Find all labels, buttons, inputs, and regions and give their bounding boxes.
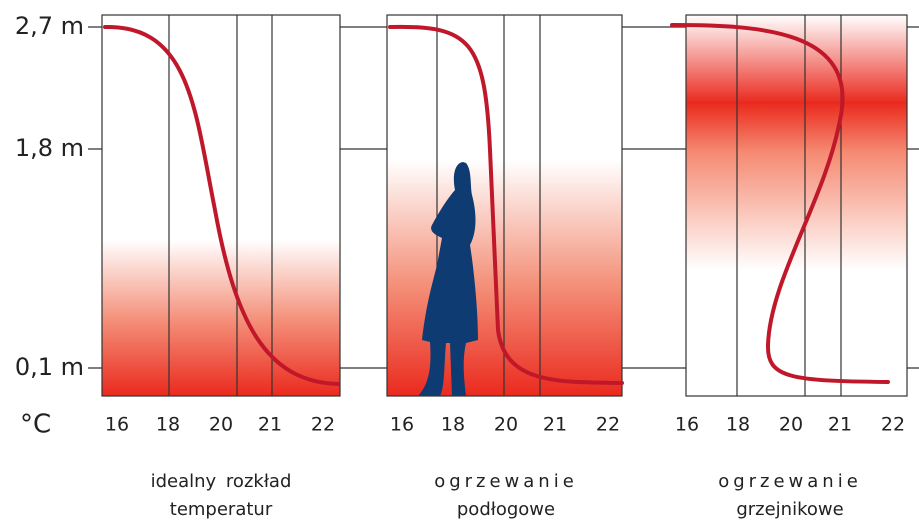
x-label: 16 — [105, 414, 129, 436]
diagram: 2,7 m 1,8 m 0,1 m °C 16 18 20 21 22 16 18 20 21 2… — [0, 0, 919, 524]
x-label: 18 — [441, 414, 465, 436]
panel-fill — [686, 15, 907, 396]
x-label: 18 — [726, 414, 750, 436]
unit-label: °C — [20, 410, 51, 440]
caption: ogrzewanie — [434, 471, 578, 492]
caption: ogrzewanie — [718, 471, 862, 492]
y-label: 1,8 m — [15, 134, 84, 162]
caption: grzejnikowe — [736, 499, 843, 520]
x-label: 22 — [596, 414, 620, 436]
x-label: 21 — [828, 414, 852, 436]
x-label: 18 — [156, 414, 180, 436]
x-label: 22 — [881, 414, 905, 436]
panel — [102, 15, 340, 396]
y-label: 0,1 m — [15, 353, 84, 381]
caption: podłogowe — [457, 499, 555, 520]
x-label: 20 — [209, 414, 233, 436]
y-label: 2,7 m — [15, 12, 84, 40]
x-label: 16 — [675, 414, 699, 436]
x-label: 22 — [311, 414, 335, 436]
x-label: 20 — [494, 414, 518, 436]
x-label: 20 — [779, 414, 803, 436]
x-label: 21 — [543, 414, 567, 436]
x-label: 21 — [258, 414, 282, 436]
x-labels: 16 18 20 21 22 16 18 20 21 22 16 18 20 21 22 — [105, 414, 905, 436]
panel — [672, 15, 907, 396]
panel-fill — [102, 15, 340, 396]
caption: idealny rozkład — [151, 471, 292, 492]
x-label: 16 — [390, 414, 414, 436]
panel — [387, 15, 622, 396]
caption: temperatur — [170, 499, 273, 520]
